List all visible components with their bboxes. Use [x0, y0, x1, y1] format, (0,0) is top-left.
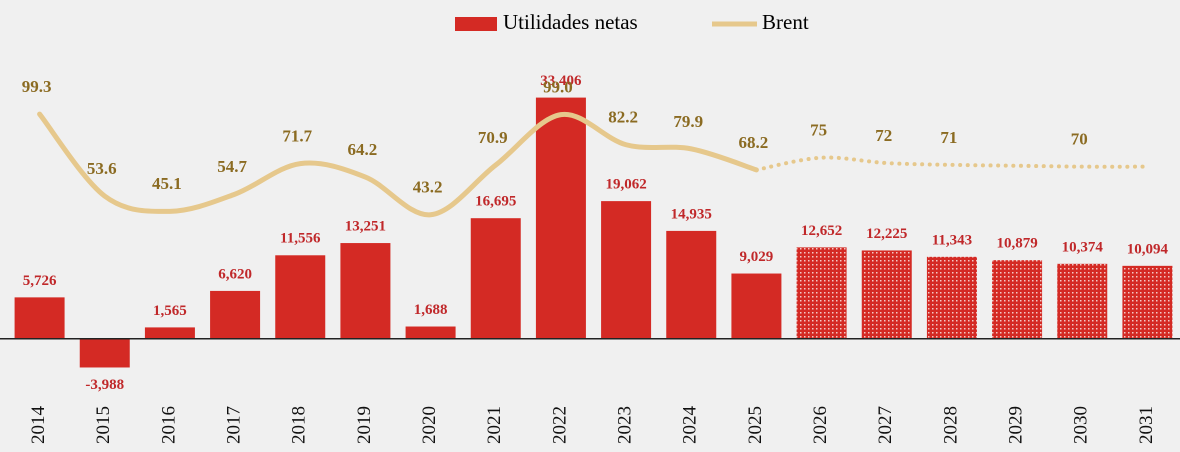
bar-value-label: 11,556 — [280, 231, 321, 247]
line-value-label: 54.7 — [217, 157, 247, 176]
line-value-label: 72 — [875, 126, 892, 145]
x-tick-label: 2029 — [1005, 406, 1026, 444]
line-value-label: 99.3 — [22, 77, 52, 96]
bar-value-label: 10,374 — [1062, 239, 1104, 255]
x-tick-label: 2018 — [289, 406, 310, 444]
x-tick-label: 2024 — [680, 406, 701, 445]
bar-value-label: 1,688 — [414, 302, 448, 318]
bar — [210, 290, 261, 339]
legend-label: Utilidades netas — [503, 10, 638, 34]
bar-value-label: 16,695 — [475, 194, 516, 210]
bar-value-label: 10,094 — [1127, 241, 1169, 257]
line-value-label: 70 — [1071, 130, 1088, 149]
line-value-label: 68.2 — [739, 133, 769, 152]
x-tick-label: 2016 — [158, 406, 179, 444]
x-tick-label: 2027 — [875, 406, 896, 444]
line-value-label: 43.2 — [413, 178, 443, 197]
bar — [405, 326, 456, 339]
bar — [144, 327, 195, 339]
bar — [275, 255, 326, 339]
legend-label: Brent — [762, 10, 809, 34]
x-tick-label: 2031 — [1136, 406, 1157, 444]
bar-value-label: 10,879 — [996, 236, 1037, 252]
line-value-label: 75 — [810, 121, 827, 140]
bar-value-label: 12,225 — [866, 226, 907, 242]
line-value-label: 64.2 — [348, 140, 378, 159]
bar — [340, 243, 391, 339]
line — [37, 111, 759, 218]
x-tick-label: 2026 — [810, 406, 831, 444]
x-tick-label: 2015 — [93, 406, 114, 444]
bar-value-label: -3,988 — [85, 377, 124, 393]
bar — [1122, 265, 1173, 339]
x-tick-label: 2014 — [28, 406, 49, 445]
bar — [861, 250, 912, 339]
x-tick-label: 2021 — [484, 406, 505, 444]
x-tick-label: 2023 — [614, 406, 635, 444]
bar-value-label: 1,565 — [153, 303, 187, 319]
bar-value-label: 12,652 — [801, 223, 842, 239]
x-tick-label: 2028 — [940, 406, 961, 444]
bar-value-label: 14,935 — [671, 206, 712, 222]
line-value-label: 79.9 — [673, 112, 703, 131]
bar-value-label: 6,620 — [218, 266, 252, 282]
x-tick-label: 2025 — [745, 406, 766, 444]
bar — [470, 218, 521, 339]
bar — [926, 256, 977, 339]
x-tick-label: 2020 — [419, 406, 440, 444]
bar-value-label: 33,406 — [540, 73, 582, 89]
x-tick-label: 2017 — [223, 406, 244, 444]
line-value-label: 99.0 — [543, 78, 573, 97]
line-value-label: 45.1 — [152, 174, 182, 193]
x-tick-label: 2019 — [354, 406, 375, 444]
x-tick-label: 2030 — [1071, 406, 1092, 444]
bar — [535, 97, 586, 339]
bar — [731, 273, 782, 339]
bar-value-label: 5,726 — [23, 273, 57, 289]
bar-value-label: 9,029 — [740, 249, 774, 265]
bar-value-label: 13,251 — [345, 218, 386, 234]
line-value-label: 71 — [940, 128, 957, 147]
line-value-label: 53.6 — [87, 159, 117, 178]
bar — [14, 297, 65, 339]
bar — [1057, 263, 1108, 339]
bar — [666, 230, 717, 339]
line-forecast — [754, 155, 1150, 172]
bar — [796, 247, 847, 339]
bar-value-label: 11,343 — [932, 232, 972, 248]
line-value-label: 71.7 — [282, 127, 312, 146]
line-value-label: 82.2 — [608, 108, 638, 127]
legend-swatch-bar — [455, 17, 497, 31]
bar — [601, 201, 652, 339]
bar — [79, 338, 130, 368]
x-tick-label: 2022 — [549, 406, 570, 444]
bar-value-label: 19,062 — [605, 177, 646, 193]
bar — [992, 260, 1043, 339]
line-value-label: 70.9 — [478, 128, 508, 147]
